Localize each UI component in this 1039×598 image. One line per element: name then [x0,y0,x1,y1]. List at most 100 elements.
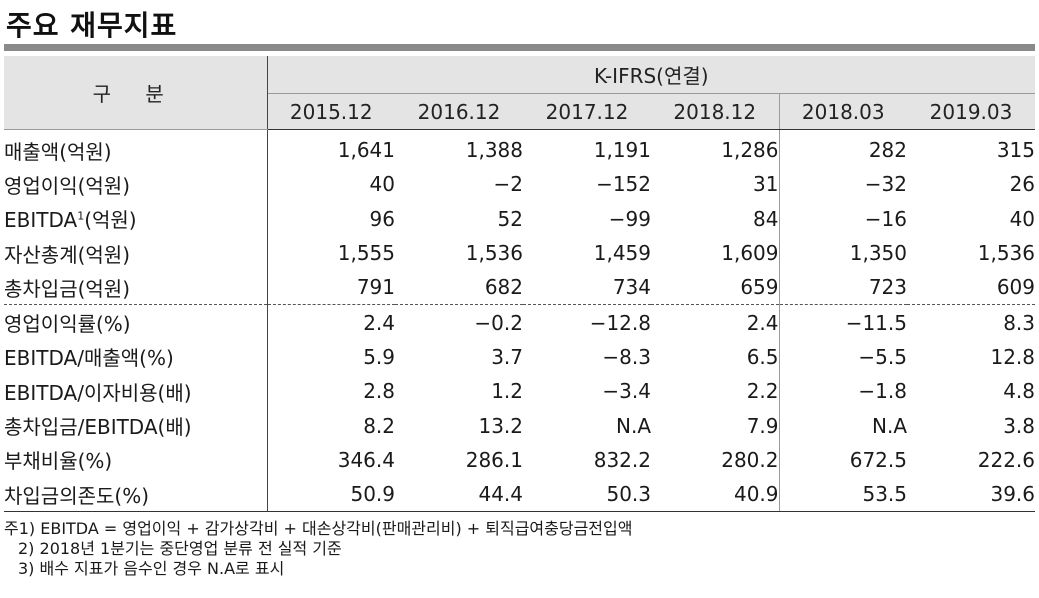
row-label: 총차입금(억원) [4,270,268,305]
table-cell: 84 [753,206,779,231]
table-cell: 672.5 [778,442,907,477]
table-cell: 659 [740,275,779,300]
period-header: 2018.12 [651,93,779,130]
table-cell: 2.4 [651,304,779,340]
table-cell: −2 [493,172,523,197]
row-label-main: EBITDA [4,208,78,233]
table-row: EBITDA/매출액(%) 5.9 3.7 −8.3 6.5 −5.5 12.8 [4,339,1036,375]
table-cell: N.A [778,408,907,443]
financial-table: 구 분 K-IFRS(연결) 2015.12 2016.12 2017.12 2… [4,56,1036,513]
table-cell: 1,459 [593,241,651,266]
table-cell: 50.3 [523,476,651,513]
row-label: 영업이익률(%) [4,304,268,340]
row-label: 총차입금/EBITDA(배) [4,408,268,443]
period-header: 2016.12 [395,93,523,130]
table-row: 총차입금(억원) 791 682 734 659 723 609 [4,270,1035,305]
table-cell: 1,641 [337,138,395,163]
table-cell: 5.9 [363,344,395,369]
footnote-marker: 1 [77,209,85,223]
table-row: 총차입금/EBITDA(배) 8.2 13.2 N.A 7.9 N.A 3.8 [4,408,1036,443]
period-header: 2019.03 [907,93,1036,130]
table-cell: 286.1 [465,447,523,472]
table-cell: 3.7 [491,344,523,369]
table-cell: 6.5 [746,344,779,369]
table-row: 매출액(억원) 1,641 1,388 1,191 1,286 282 315 [4,129,1036,168]
row-label: 부채비율(%) [4,442,268,477]
table-cell: 40 [369,172,395,197]
table-cell: 723 [778,270,907,305]
table-cell: −152 [596,172,651,197]
row-label: 영업이익(억원) [4,167,268,202]
table-cell: 40.9 [651,476,779,513]
table-cell: 1,350 [778,235,907,271]
row-header-cell: 구 분 [4,56,268,130]
row-label: 차입금의존도(%) [4,476,268,513]
table-cell: −32 [778,167,907,202]
header-row-periods: 2015.12 2016.12 2017.12 2018.12 2018.03 … [4,93,1036,130]
table-cell: 2.2 [746,379,779,404]
table-cell: −0.2 [395,304,523,340]
table-cell: 50.9 [267,476,395,513]
table-row: EBITDA1(억원) 96 52 −99 84 −16 40 [4,201,1036,236]
table-cell: 791 [356,275,395,300]
table-cell: 8.2 [363,413,395,438]
table-cell: 96 [369,206,395,231]
period-header: 2018.03 [778,93,907,130]
table-cell: −12.8 [523,304,651,340]
table-cell: 346.4 [337,447,395,472]
table-cell: 1,191 [593,138,651,163]
table-cell: 31 [753,172,779,197]
table-row: 차입금의존도(%) 50.9 44.4 50.3 40.9 53.5 39.6 [4,476,1036,513]
table-cell: 1,388 [465,138,523,163]
table-cell: 3.8 [1003,413,1036,438]
table-cell: −99 [608,206,651,231]
table-cell: −11.5 [778,304,907,340]
table-cell: 4.8 [1003,379,1036,404]
footnote-3: 3) 배수 지표가 음수인 경우 N.A로 표시 [18,559,285,578]
footnotes: 주1) EBITDA = 영업이익 + 감가상각비 + 대손상각비(판매관리비)… [4,519,632,579]
table-cell: 1,536 [465,241,523,266]
table-cell: −8.3 [602,344,651,369]
table-cell: 26 [1009,172,1036,197]
row-label: 매출액(억원) [4,129,268,168]
table-cell: 40 [1009,206,1036,231]
table-cell: 1,609 [721,241,779,266]
table-cell: 282 [778,129,907,168]
row-label: 자산총계(억원) [4,235,268,271]
table-row: 자산총계(억원) 1,555 1,536 1,459 1,609 1,350 1… [4,235,1036,271]
footnote-2: 2) 2018년 1분기는 중단영업 분류 전 실적 기준 [18,539,342,558]
table-cell: 609 [996,275,1036,300]
table-cell: −16 [778,201,907,236]
table-cell: 2.8 [363,379,395,404]
table-row: 영업이익(억원) 40 −2 −152 31 −32 26 [4,167,1036,202]
table-cell: 734 [612,275,651,300]
table-cell: 222.6 [977,447,1036,472]
table-cell: 315 [996,138,1036,163]
table-cell: 1.2 [491,379,523,404]
table-cell: 1,286 [721,138,779,163]
table-cell: 44.4 [395,476,523,513]
row-label: EBITDA1(억원) [4,201,268,236]
title-rule [4,44,1035,51]
table-row: 부채비율(%) 346.4 286.1 832.2 280.2 672.5 22… [4,442,1036,477]
table-cell: 1,555 [337,241,395,266]
table-row: EBITDA/이자비용(배) 2.8 1.2 −3.4 2.2 −1.8 4.8 [4,374,1036,409]
table-row: 영업이익률(%) 2.4 −0.2 −12.8 2.4 −11.5 8.3 [4,304,1036,340]
table-cell: N.A [616,413,651,438]
table-cell: −3.4 [602,379,651,404]
table-cell: 2.4 [267,304,395,340]
table-cell: 8.3 [907,304,1036,340]
table-cell: 7.9 [746,413,779,438]
row-label-tail: (억원) [84,208,137,233]
row-label: EBITDA/매출액(%) [4,339,268,375]
table-cell: −5.5 [778,339,907,375]
table-cell: 1,536 [977,241,1036,266]
period-header: 2015.12 [267,93,395,130]
table-cell: 53.5 [778,476,907,513]
table-cell: 832.2 [593,447,651,472]
table-cell: 12.8 [990,344,1036,369]
header-row-group: 구 분 K-IFRS(연결) [4,56,1036,130]
table-cell: 13.2 [478,413,523,438]
period-header: 2017.12 [523,93,651,130]
table-cell: 280.2 [721,447,779,472]
